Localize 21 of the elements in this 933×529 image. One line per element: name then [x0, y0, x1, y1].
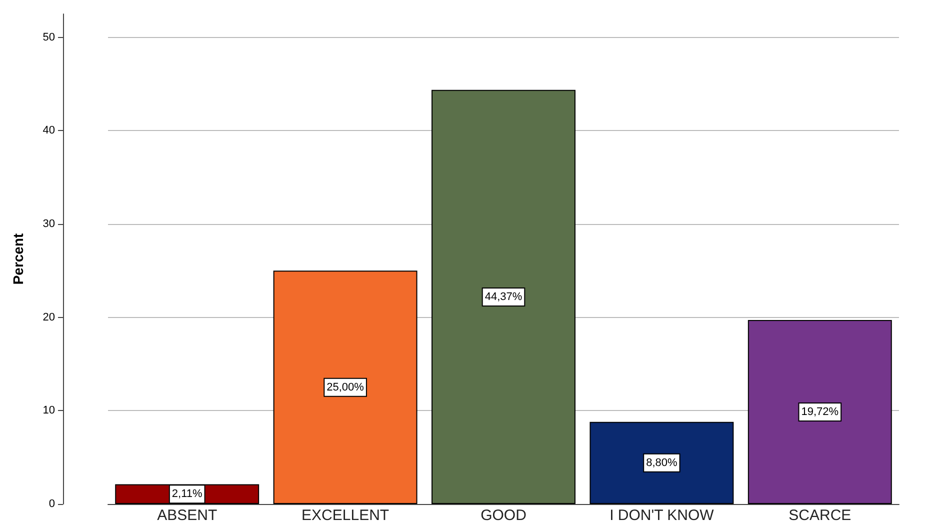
- bar: [432, 90, 576, 504]
- data-label: 19,72%: [801, 406, 839, 418]
- x-tick-label: EXCELLENT: [302, 507, 390, 524]
- data-label: 2,11%: [172, 488, 203, 500]
- bar: [748, 320, 892, 504]
- y-tick-label: 20: [42, 311, 55, 324]
- data-label: 44,37%: [484, 290, 522, 303]
- y-tick-label: 10: [42, 404, 55, 417]
- bar: [273, 270, 418, 504]
- x-tick-label: GOOD: [480, 507, 527, 524]
- x-tick-label: ABSENT: [157, 507, 218, 524]
- data-label: 25,00%: [326, 381, 364, 394]
- y-tick-label: 50: [42, 31, 55, 44]
- data-label: 8,80%: [646, 456, 678, 469]
- y-tick-label: 0: [48, 498, 55, 510]
- x-tick-label: I DON'T KNOW: [610, 507, 715, 524]
- y-tick-label: 40: [42, 124, 55, 137]
- y-tick-label: 30: [42, 218, 55, 230]
- y-axis-title: Percent: [10, 232, 26, 285]
- bar: [590, 422, 734, 504]
- x-tick-label: SCARCE: [788, 507, 852, 524]
